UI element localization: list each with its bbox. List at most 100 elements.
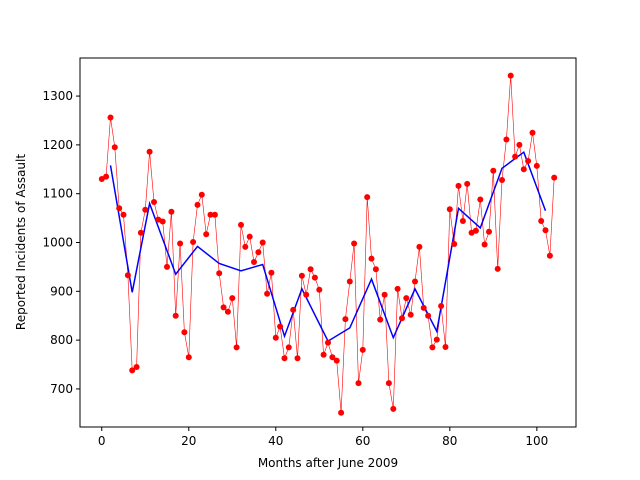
data-point — [203, 231, 210, 238]
data-point — [333, 357, 340, 364]
data-point — [103, 173, 110, 180]
data-point — [464, 180, 471, 187]
data-point — [320, 351, 327, 358]
data-point — [185, 354, 192, 361]
data-point — [472, 227, 479, 234]
y-tick-label: 900 — [50, 284, 73, 298]
x-tick-label: 20 — [181, 434, 196, 448]
data-point — [512, 153, 519, 160]
data-point — [272, 334, 279, 341]
data-point — [190, 239, 197, 245]
x-tick-label: 60 — [355, 434, 370, 448]
data-point — [281, 355, 288, 362]
data-point — [342, 316, 349, 323]
data-point — [372, 266, 379, 273]
data-point — [172, 312, 179, 319]
data-point — [316, 286, 323, 293]
data-point — [251, 259, 257, 265]
data-point — [290, 306, 297, 313]
y-axis: 700 800 900 1000 1100 1200 1300 — [42, 89, 80, 396]
data-point — [120, 211, 127, 218]
data-point — [216, 270, 223, 277]
data-point — [394, 285, 401, 292]
data-point — [116, 205, 123, 212]
series-layer — [98, 72, 558, 416]
y-tick-label: 800 — [50, 333, 73, 347]
y-tick-label: 1100 — [42, 187, 73, 201]
data-point — [298, 272, 305, 279]
data-point — [516, 141, 523, 148]
data-point — [359, 346, 366, 353]
data-point — [351, 240, 358, 247]
data-point — [238, 221, 244, 228]
data-point — [107, 114, 114, 121]
data-point — [412, 278, 418, 285]
data-point — [403, 295, 410, 302]
x-tick-label: 0 — [98, 434, 106, 448]
y-tick-label: 1200 — [42, 138, 73, 152]
data-point — [520, 166, 527, 173]
y-tick-label: 700 — [50, 382, 73, 396]
data-point — [181, 329, 188, 336]
data-point — [368, 255, 375, 262]
data-point — [129, 367, 136, 374]
data-point — [338, 409, 345, 416]
data-point — [194, 201, 201, 208]
x-tick-label: 40 — [268, 434, 283, 448]
data-point — [455, 182, 462, 189]
data-point — [420, 304, 427, 311]
data-point — [355, 380, 362, 387]
data-point — [381, 291, 388, 298]
y-tick-label: 1300 — [42, 89, 73, 103]
data-point — [177, 240, 184, 247]
data-point — [168, 208, 175, 215]
data-point — [407, 311, 414, 318]
y-tick-label: 1000 — [42, 236, 73, 250]
data-point — [133, 364, 140, 370]
data-point — [546, 252, 553, 259]
data-point — [111, 144, 118, 151]
data-point — [490, 167, 497, 174]
data-point — [416, 243, 423, 250]
data-point — [198, 191, 205, 198]
data-point — [429, 344, 436, 351]
data-point — [551, 174, 558, 181]
data-point — [207, 211, 214, 218]
data-point — [481, 241, 488, 248]
data-point — [285, 344, 292, 351]
data-point — [229, 295, 236, 302]
data-point — [159, 218, 166, 225]
data-point — [529, 129, 536, 136]
data-point — [142, 206, 149, 213]
data-point — [259, 239, 266, 246]
data-point — [146, 148, 153, 155]
data-point — [446, 206, 453, 213]
data-point — [459, 218, 466, 224]
plot-area — [80, 58, 576, 427]
data-point — [255, 249, 262, 256]
data-point — [364, 194, 371, 201]
data-point — [442, 344, 449, 350]
data-point — [433, 336, 440, 343]
x-tick-label: 100 — [525, 434, 548, 448]
data-point — [499, 177, 505, 183]
x-axis: 0 20 40 60 80 100 — [98, 427, 548, 448]
data-point — [377, 316, 384, 323]
data-point — [164, 263, 170, 270]
data-point — [503, 136, 510, 143]
data-point — [264, 290, 271, 297]
data-point — [525, 158, 532, 164]
data-point — [137, 229, 144, 236]
data-point — [494, 265, 501, 272]
data-point — [246, 233, 253, 240]
data-point — [325, 339, 331, 346]
data-point — [307, 266, 314, 273]
data-point — [242, 243, 249, 250]
data-point — [538, 218, 545, 224]
data-point — [533, 162, 540, 169]
data-point — [477, 196, 484, 203]
data-point — [294, 355, 301, 362]
data-point — [425, 312, 432, 319]
data-point — [329, 354, 336, 361]
